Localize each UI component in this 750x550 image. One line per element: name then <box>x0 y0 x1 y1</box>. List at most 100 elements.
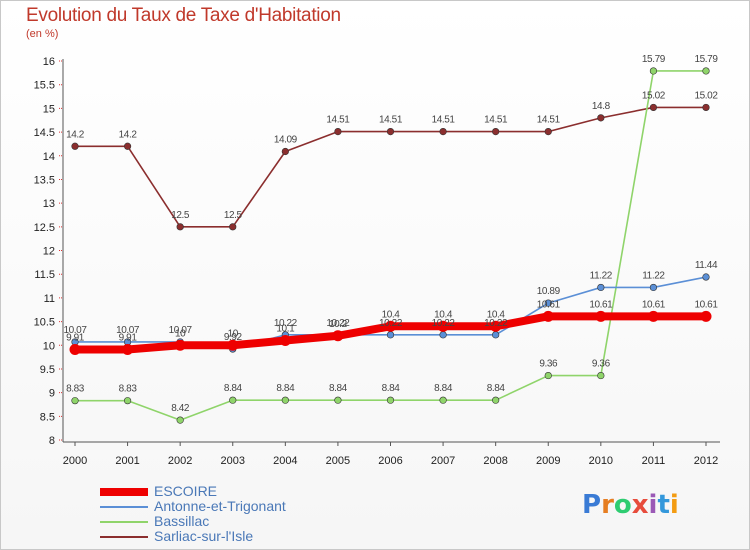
data-point <box>176 416 184 424</box>
data-label: 14.51 <box>432 115 456 126</box>
x-tick-label: 2006 <box>378 455 402 467</box>
data-point <box>597 283 605 292</box>
series-layer <box>69 67 712 424</box>
y-tick-label: 10 <box>43 340 55 352</box>
data-label: 14.8 <box>592 101 611 112</box>
y-tick-label: 15.5 <box>34 80 55 92</box>
data-label: 11.22 <box>590 270 613 281</box>
data-point <box>649 283 658 292</box>
x-tick-label: 2009 <box>536 455 560 467</box>
data-label: 10.1 <box>276 324 295 335</box>
data-label: 9.91 <box>66 333 85 344</box>
data-label: 8.84 <box>382 383 401 394</box>
x-tick-label: 2011 <box>642 455 666 467</box>
y-tick-label: 13.5 <box>34 174 55 186</box>
x-tick-label: 2002 <box>168 455 192 467</box>
y-tick-label: 13 <box>43 198 55 210</box>
data-point <box>544 299 552 307</box>
legend-label: ESCOIRE <box>154 483 218 499</box>
legend-swatch <box>100 536 148 538</box>
data-labels: 9.91 9.91 10 10 10.1 10.2 10.4 10.4 10.4 10.61 10.… <box>63 54 718 414</box>
data-label: 11.44 <box>695 260 718 271</box>
x-tick-label: 2008 <box>483 455 507 467</box>
data-point <box>542 310 554 322</box>
data-label: 10.89 <box>537 286 561 297</box>
y-tick-label: 12 <box>43 246 55 258</box>
data-label: 9.36 <box>539 359 558 370</box>
y-tick-label: 8.5 <box>40 411 55 423</box>
data-point <box>597 371 605 380</box>
x-tick-label: 2007 <box>431 455 455 467</box>
data-point <box>385 320 396 332</box>
logo-letter: r <box>601 490 614 520</box>
data-point <box>439 127 447 136</box>
data-point <box>281 396 289 404</box>
data-label: 10.4 <box>434 309 453 320</box>
x-tick-label: 2012 <box>694 455 718 467</box>
legend-swatch <box>100 488 148 496</box>
data-label: 14.51 <box>326 115 350 126</box>
data-label: 15.79 <box>694 54 718 65</box>
data-point <box>647 310 659 322</box>
legend-label: Sarliac-sur-l'Isle <box>154 528 254 544</box>
series-escoire <box>69 310 712 356</box>
y-tick-label: 16 <box>43 56 55 68</box>
data-point <box>386 331 395 339</box>
data-label: 10.2 <box>329 319 348 330</box>
data-point <box>492 127 500 136</box>
data-label: 10.22 <box>484 318 508 329</box>
data-point <box>649 67 658 75</box>
data-point <box>544 371 552 380</box>
logo-letter: t <box>657 490 670 520</box>
data-point <box>122 344 134 356</box>
data-point <box>492 396 500 404</box>
data-point <box>597 114 605 122</box>
data-point <box>334 127 342 136</box>
x-tick-label: 2003 <box>221 455 245 467</box>
data-label: 11.22 <box>642 270 665 281</box>
legend-label: Antonne-et-Trigonant <box>154 498 286 514</box>
data-label: 10.07 <box>63 325 87 336</box>
data-label: 15.02 <box>694 90 718 101</box>
logo-letter: x <box>631 490 649 520</box>
y-tick-label: 8 <box>49 435 55 447</box>
data-label: 14.2 <box>119 129 138 140</box>
data-label: 8.42 <box>171 403 190 414</box>
data-label: 14.51 <box>379 115 403 126</box>
data-point <box>649 103 658 112</box>
data-point <box>595 310 607 322</box>
data-label: 12.5 <box>224 210 243 221</box>
data-label: 10.22 <box>379 318 403 329</box>
data-label: 8.84 <box>434 383 453 394</box>
y-tick-label: 11 <box>44 293 55 305</box>
data-label: 14.51 <box>484 115 508 126</box>
data-label: 9.91 <box>119 333 138 344</box>
data-label: 10.07 <box>116 325 140 336</box>
data-point <box>544 127 552 136</box>
series-bassillac <box>71 67 710 424</box>
data-label: 15.79 <box>642 54 666 65</box>
data-point <box>227 339 239 351</box>
data-point <box>229 396 237 404</box>
x-tick-label: 2010 <box>589 455 613 467</box>
data-label: 10.4 <box>382 309 401 320</box>
axes: 8 8.5 9 9.5 10 10.5 11 11.5 12 12.5 13 13.5 14 14.5 15… <box>34 56 720 467</box>
data-label: 10.61 <box>589 299 613 310</box>
data-point <box>123 397 132 405</box>
data-point <box>123 142 132 150</box>
data-point <box>71 142 79 150</box>
data-label: 14.51 <box>537 115 561 126</box>
y-tick-label: 12.5 <box>34 222 55 234</box>
data-label: 8.84 <box>487 383 506 394</box>
data-point <box>279 335 291 347</box>
data-label: 8.84 <box>329 383 348 394</box>
logo-letter: i <box>648 490 658 520</box>
y-tick-label: 14 <box>43 151 55 163</box>
data-label: 10.22 <box>274 318 298 329</box>
logo-letter: o <box>613 490 632 520</box>
data-point <box>174 339 186 351</box>
data-point <box>702 103 710 112</box>
data-point <box>332 330 344 342</box>
